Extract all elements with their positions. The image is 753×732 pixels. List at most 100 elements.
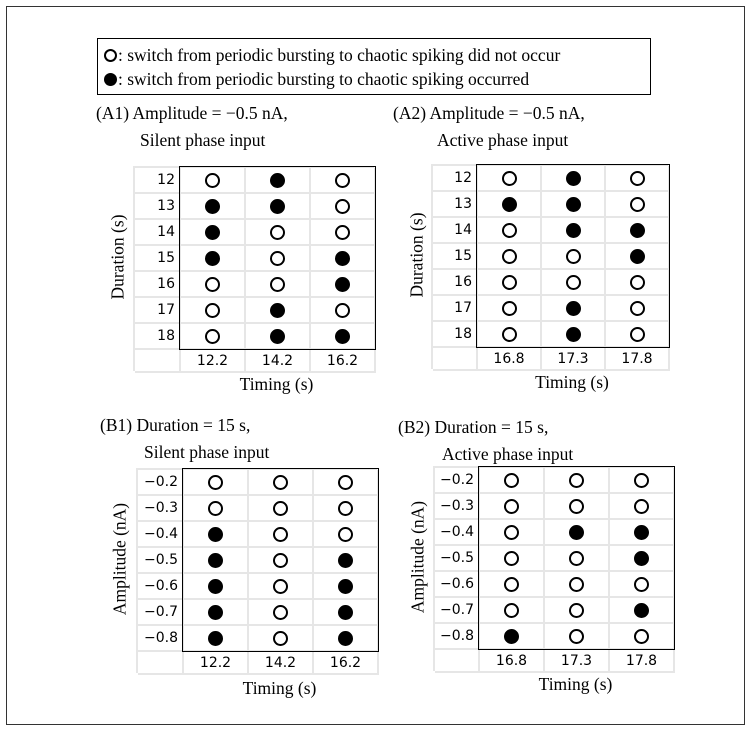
y-tick-label: 18 [135, 324, 181, 350]
grid-cell [478, 192, 542, 218]
y-axis-label: Amplitude (nA) [109, 502, 130, 616]
filled-circle-marker [338, 578, 353, 594]
open-circle-marker [335, 198, 350, 214]
open-circle-marker [634, 628, 649, 644]
grid-cell [545, 546, 610, 572]
filled-circle-marker [338, 604, 353, 620]
y-tick-label: −0.3 [138, 496, 184, 522]
open-circle-marker [501, 274, 517, 290]
open-circle-marker [569, 498, 584, 514]
open-circle-marker [569, 550, 584, 566]
open-circle-marker [634, 472, 649, 488]
open-circle-marker [335, 224, 350, 240]
open-circle-marker [501, 170, 517, 186]
filled-circle-marker [208, 578, 223, 594]
grid-cell [314, 470, 379, 496]
y-tick-label: 17 [433, 296, 478, 322]
y-tick-label: 13 [433, 192, 478, 218]
panel-title-a1: (A1) Amplitude = −0.5 nA, Silent phase in… [96, 100, 288, 154]
grid-cell [480, 572, 545, 598]
grid-cell [542, 166, 606, 192]
y-tick-label: −0.7 [435, 598, 480, 624]
grid-cell [478, 270, 542, 296]
y-tick-label: 16 [135, 272, 181, 298]
grid-cell [480, 468, 545, 494]
open-circle-marker [504, 602, 519, 618]
grid-cell [311, 324, 376, 350]
x-tick-label: 17.8 [606, 348, 670, 371]
y-axis-label: Duration (s) [107, 214, 128, 300]
panel-title-b2: (B2) Duration = 15 s, Active phase input [398, 414, 573, 468]
filled-circle-marker [205, 250, 220, 266]
grid-cell [314, 522, 379, 548]
open-circle-marker [338, 474, 353, 490]
y-tick-label: −0.2 [138, 470, 184, 496]
open-circle-marker [273, 604, 288, 620]
open-circle-marker [205, 302, 220, 318]
open-circle-marker [205, 172, 220, 188]
grid-cell [246, 220, 311, 246]
filled-circle-marker [565, 222, 581, 238]
y-tick-label: 13 [135, 194, 181, 220]
grid-cell [249, 548, 314, 574]
filled-circle-marker [208, 604, 223, 620]
grid-cell [610, 520, 675, 546]
grid-cell [181, 272, 246, 298]
open-circle-marker [273, 474, 288, 490]
open-circle-marker [501, 248, 517, 264]
open-circle-marker [273, 552, 288, 568]
grid-cell [311, 168, 376, 194]
filled-circle-marker [565, 300, 581, 316]
open-circle-marker [205, 276, 220, 292]
open-circle-marker [208, 474, 223, 490]
x-axis-label: Timing (s) [535, 372, 609, 392]
x-tick-label: 17.3 [542, 348, 606, 371]
x-tick-label: 16.2 [314, 652, 379, 675]
y-tick-label: −0.6 [138, 574, 184, 600]
filled-circle-marker [205, 198, 220, 214]
x-tick-label: 12.2 [184, 652, 249, 675]
filled-circle-marker [565, 170, 581, 186]
open-circle-marker [634, 576, 649, 592]
grid-cell [184, 548, 249, 574]
filled-circle-marker [335, 250, 350, 266]
y-tick-label: 16 [433, 270, 478, 296]
open-circle-marker [270, 276, 285, 292]
open-circle-icon [104, 48, 117, 62]
grid-cell [314, 574, 379, 600]
grid-cell [181, 220, 246, 246]
grid-cell [478, 322, 542, 348]
grid-table-b2: −0.2 −0.3 −0.4 −0.5 −0.6 −0.7 −0.8 16.8 17.3 17.8 [433, 466, 675, 673]
y-axis-label: Duration (s) [406, 212, 427, 298]
open-circle-marker [634, 498, 649, 514]
corner-cell [435, 650, 480, 673]
grid-cell [545, 520, 610, 546]
grid-cell [480, 598, 545, 624]
filled-circle-marker [634, 550, 649, 566]
open-circle-marker [569, 602, 584, 618]
grid-cell [181, 168, 246, 194]
y-tick-label: −0.5 [435, 546, 480, 572]
y-tick-label: 17 [135, 298, 181, 324]
open-circle-marker [205, 328, 220, 344]
grid-cell [480, 520, 545, 546]
y-tick-label: 14 [135, 220, 181, 246]
filled-circle-marker [338, 552, 353, 568]
x-tick-label: 16.8 [480, 650, 545, 673]
grid-cell [610, 546, 675, 572]
grid-table-a2: 12 13 14 15 16 17 18 16.8 17.3 17.8 [431, 164, 670, 371]
grid-cell [606, 270, 670, 296]
open-circle-marker [504, 576, 519, 592]
open-circle-marker [270, 224, 285, 240]
open-circle-marker [565, 274, 581, 290]
open-circle-marker [629, 326, 645, 342]
grid-cell [314, 626, 379, 652]
grid-cell [314, 600, 379, 626]
grid-cell [246, 168, 311, 194]
open-circle-marker [565, 248, 581, 264]
x-tick-label: 12.2 [181, 350, 246, 373]
grid-table-b1: −0.2 −0.3 −0.4 −0.5 −0.6 −0.7 −0.8 12.2 14.2 16.2 [136, 468, 379, 675]
open-circle-marker [629, 274, 645, 290]
open-circle-marker [338, 500, 353, 516]
grid-cell [314, 496, 379, 522]
